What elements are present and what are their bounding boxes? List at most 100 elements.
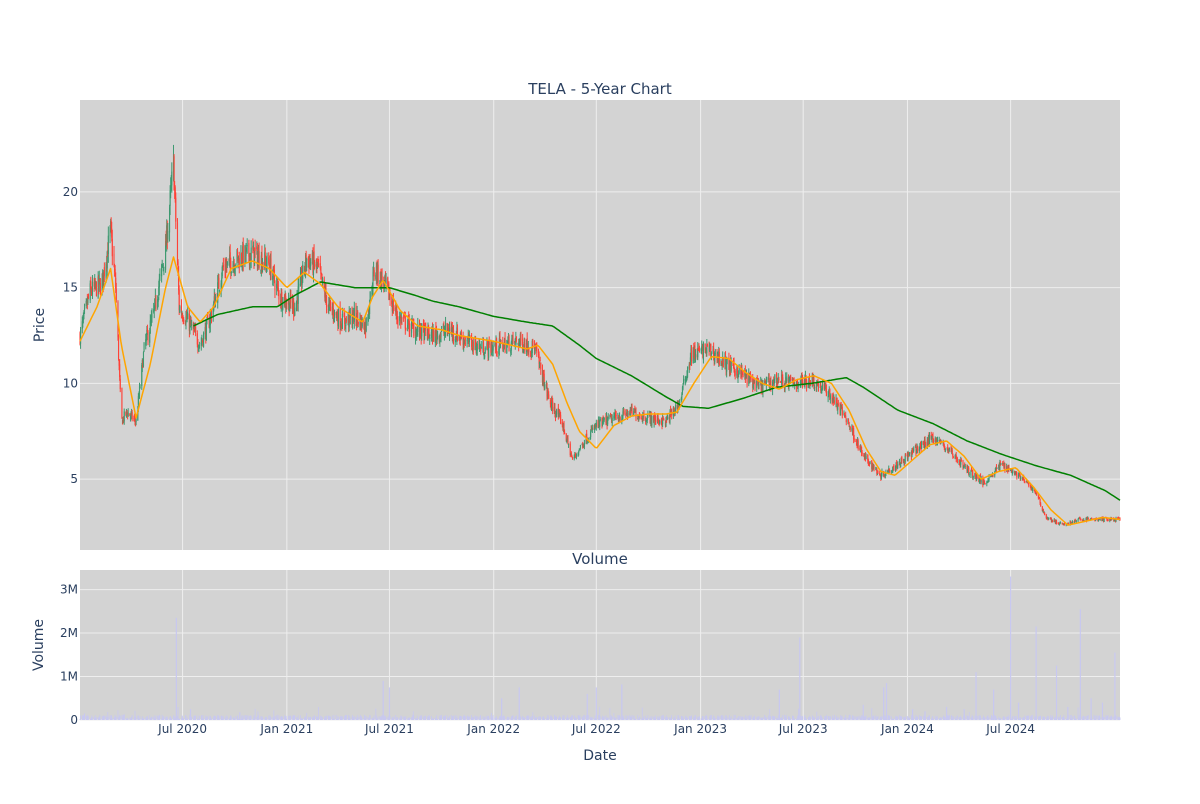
candle-body — [82, 317, 84, 323]
candle-body — [1109, 518, 1111, 521]
volume-bar — [178, 718, 180, 720]
candle-body — [486, 342, 488, 350]
candle-body — [151, 314, 153, 318]
candle-body — [748, 373, 750, 384]
candle-body — [412, 321, 414, 325]
candle-body — [1055, 520, 1058, 524]
volume-bar — [808, 717, 810, 720]
candle-body — [742, 374, 744, 376]
candle-body — [1103, 518, 1105, 522]
candle-body — [214, 296, 216, 308]
volume-bar — [341, 715, 343, 720]
candle-body — [693, 348, 695, 358]
volume-bar — [236, 716, 238, 720]
candle-body — [314, 264, 316, 268]
candle-body — [237, 256, 239, 261]
volume-y-tick: 3M — [60, 583, 78, 597]
candle-body — [649, 413, 651, 424]
candle-body — [399, 316, 401, 321]
volume-bar — [512, 715, 514, 720]
candle-body — [544, 384, 546, 390]
volume-bar — [880, 716, 882, 720]
volume-bar — [527, 715, 529, 720]
candle-body — [936, 440, 938, 442]
volume-bar — [347, 718, 349, 720]
volume-bar — [483, 718, 484, 720]
candle-body — [787, 378, 789, 387]
candle-body — [972, 470, 974, 478]
volume-bar — [345, 715, 347, 720]
volume-bar — [284, 715, 285, 720]
volume-bar-spike — [1090, 698, 1092, 720]
volume-bar — [147, 716, 148, 720]
volume-bar — [356, 717, 358, 720]
candle-body — [526, 338, 528, 349]
volume-bar — [690, 715, 692, 720]
candle-body — [590, 428, 592, 431]
volume-bar — [159, 715, 161, 720]
volume-bar — [155, 715, 157, 720]
volume-bar — [1059, 716, 1061, 720]
candle-body — [1030, 488, 1032, 491]
volume-bar — [396, 717, 398, 720]
volume-bar — [589, 716, 591, 720]
candle-body — [718, 351, 720, 366]
candle-body — [709, 344, 711, 351]
volume-bar — [548, 717, 550, 720]
candle-body — [175, 197, 177, 222]
volume-bar — [319, 715, 321, 720]
candle-body — [947, 447, 949, 451]
candle-body — [503, 343, 505, 349]
volume-bar — [79, 718, 81, 720]
volume-bar — [508, 717, 509, 720]
candle-body — [269, 269, 271, 275]
volume-bar — [530, 716, 531, 720]
candle-body — [820, 385, 822, 391]
candle-body — [371, 290, 373, 291]
candle-body — [170, 185, 172, 188]
volume-bar — [253, 715, 255, 720]
volume-bar — [371, 718, 373, 720]
candle-body — [323, 280, 325, 290]
volume-bar — [1095, 715, 1097, 720]
candle-body — [554, 407, 556, 414]
volume-bar — [188, 714, 190, 720]
volume-bar — [242, 718, 244, 720]
volume-bar — [306, 712, 308, 720]
candle-body — [190, 318, 192, 326]
candle-body — [927, 437, 929, 445]
volume-bar — [678, 717, 680, 720]
volume-bar — [702, 716, 704, 720]
volume-bar — [543, 716, 545, 720]
candle-body — [558, 411, 561, 413]
volume-bar — [376, 715, 377, 720]
volume-bar-spike — [1017, 702, 1020, 720]
volume-bar — [966, 715, 968, 720]
candle-body — [173, 156, 175, 191]
candle-body — [337, 309, 339, 327]
candle-body — [194, 328, 196, 331]
candle-body — [304, 268, 306, 273]
volume-bar-spike — [518, 687, 520, 720]
volume-bar — [459, 715, 461, 720]
candle-body — [851, 428, 854, 433]
candle-body — [264, 255, 266, 260]
candle-body — [744, 370, 746, 381]
volume-bar — [1040, 715, 1042, 720]
volume-bar — [273, 716, 275, 720]
volume-bar — [520, 716, 522, 720]
volume-bar — [788, 716, 789, 720]
candle-body — [582, 443, 584, 448]
candle-body — [166, 227, 168, 243]
candle-body — [611, 417, 613, 424]
volume-bar — [214, 715, 216, 720]
volume-bar — [232, 718, 234, 720]
volume-bar — [502, 716, 504, 720]
volume-bar-spike — [924, 711, 926, 720]
candle-body — [286, 303, 288, 305]
volume-bar — [844, 718, 846, 720]
volume-bar — [564, 718, 565, 720]
volume-bar — [179, 718, 181, 720]
candle-body — [1039, 499, 1041, 504]
candle-body — [147, 331, 149, 342]
